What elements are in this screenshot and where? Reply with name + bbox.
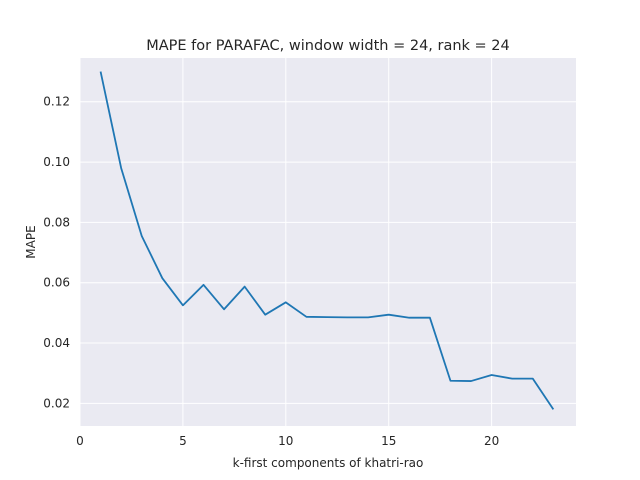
y-axis-ticks: 0.02 0.04 0.06 0.08 0.10 0.12	[43, 95, 70, 411]
x-axis-ticks: 0 5 10 15 20	[76, 434, 499, 448]
plot-background	[80, 58, 576, 426]
x-tick-label: 10	[278, 434, 293, 448]
x-axis-label: k-first components of khatri-rao	[233, 456, 424, 470]
y-axis-label: MAPE	[24, 225, 38, 258]
chart-title: MAPE for PARAFAC, window width = 24, ran…	[146, 38, 510, 54]
series-line	[99, 71, 555, 410]
x-tick-label: 15	[381, 434, 396, 448]
x-tick-label: 5	[179, 434, 187, 448]
y-tick-label: 0.06	[43, 276, 70, 290]
series-group	[99, 71, 555, 410]
y-tick-label: 0.02	[43, 396, 70, 410]
grid	[79, 58, 576, 426]
y-tick-label: 0.04	[43, 336, 70, 350]
x-tick-label: 0	[76, 434, 84, 448]
y-tick-label: 0.10	[43, 155, 70, 169]
y-tick-label: 0.08	[43, 215, 70, 229]
y-tick-label: 0.12	[43, 95, 70, 109]
x-tick-label: 20	[484, 434, 499, 448]
